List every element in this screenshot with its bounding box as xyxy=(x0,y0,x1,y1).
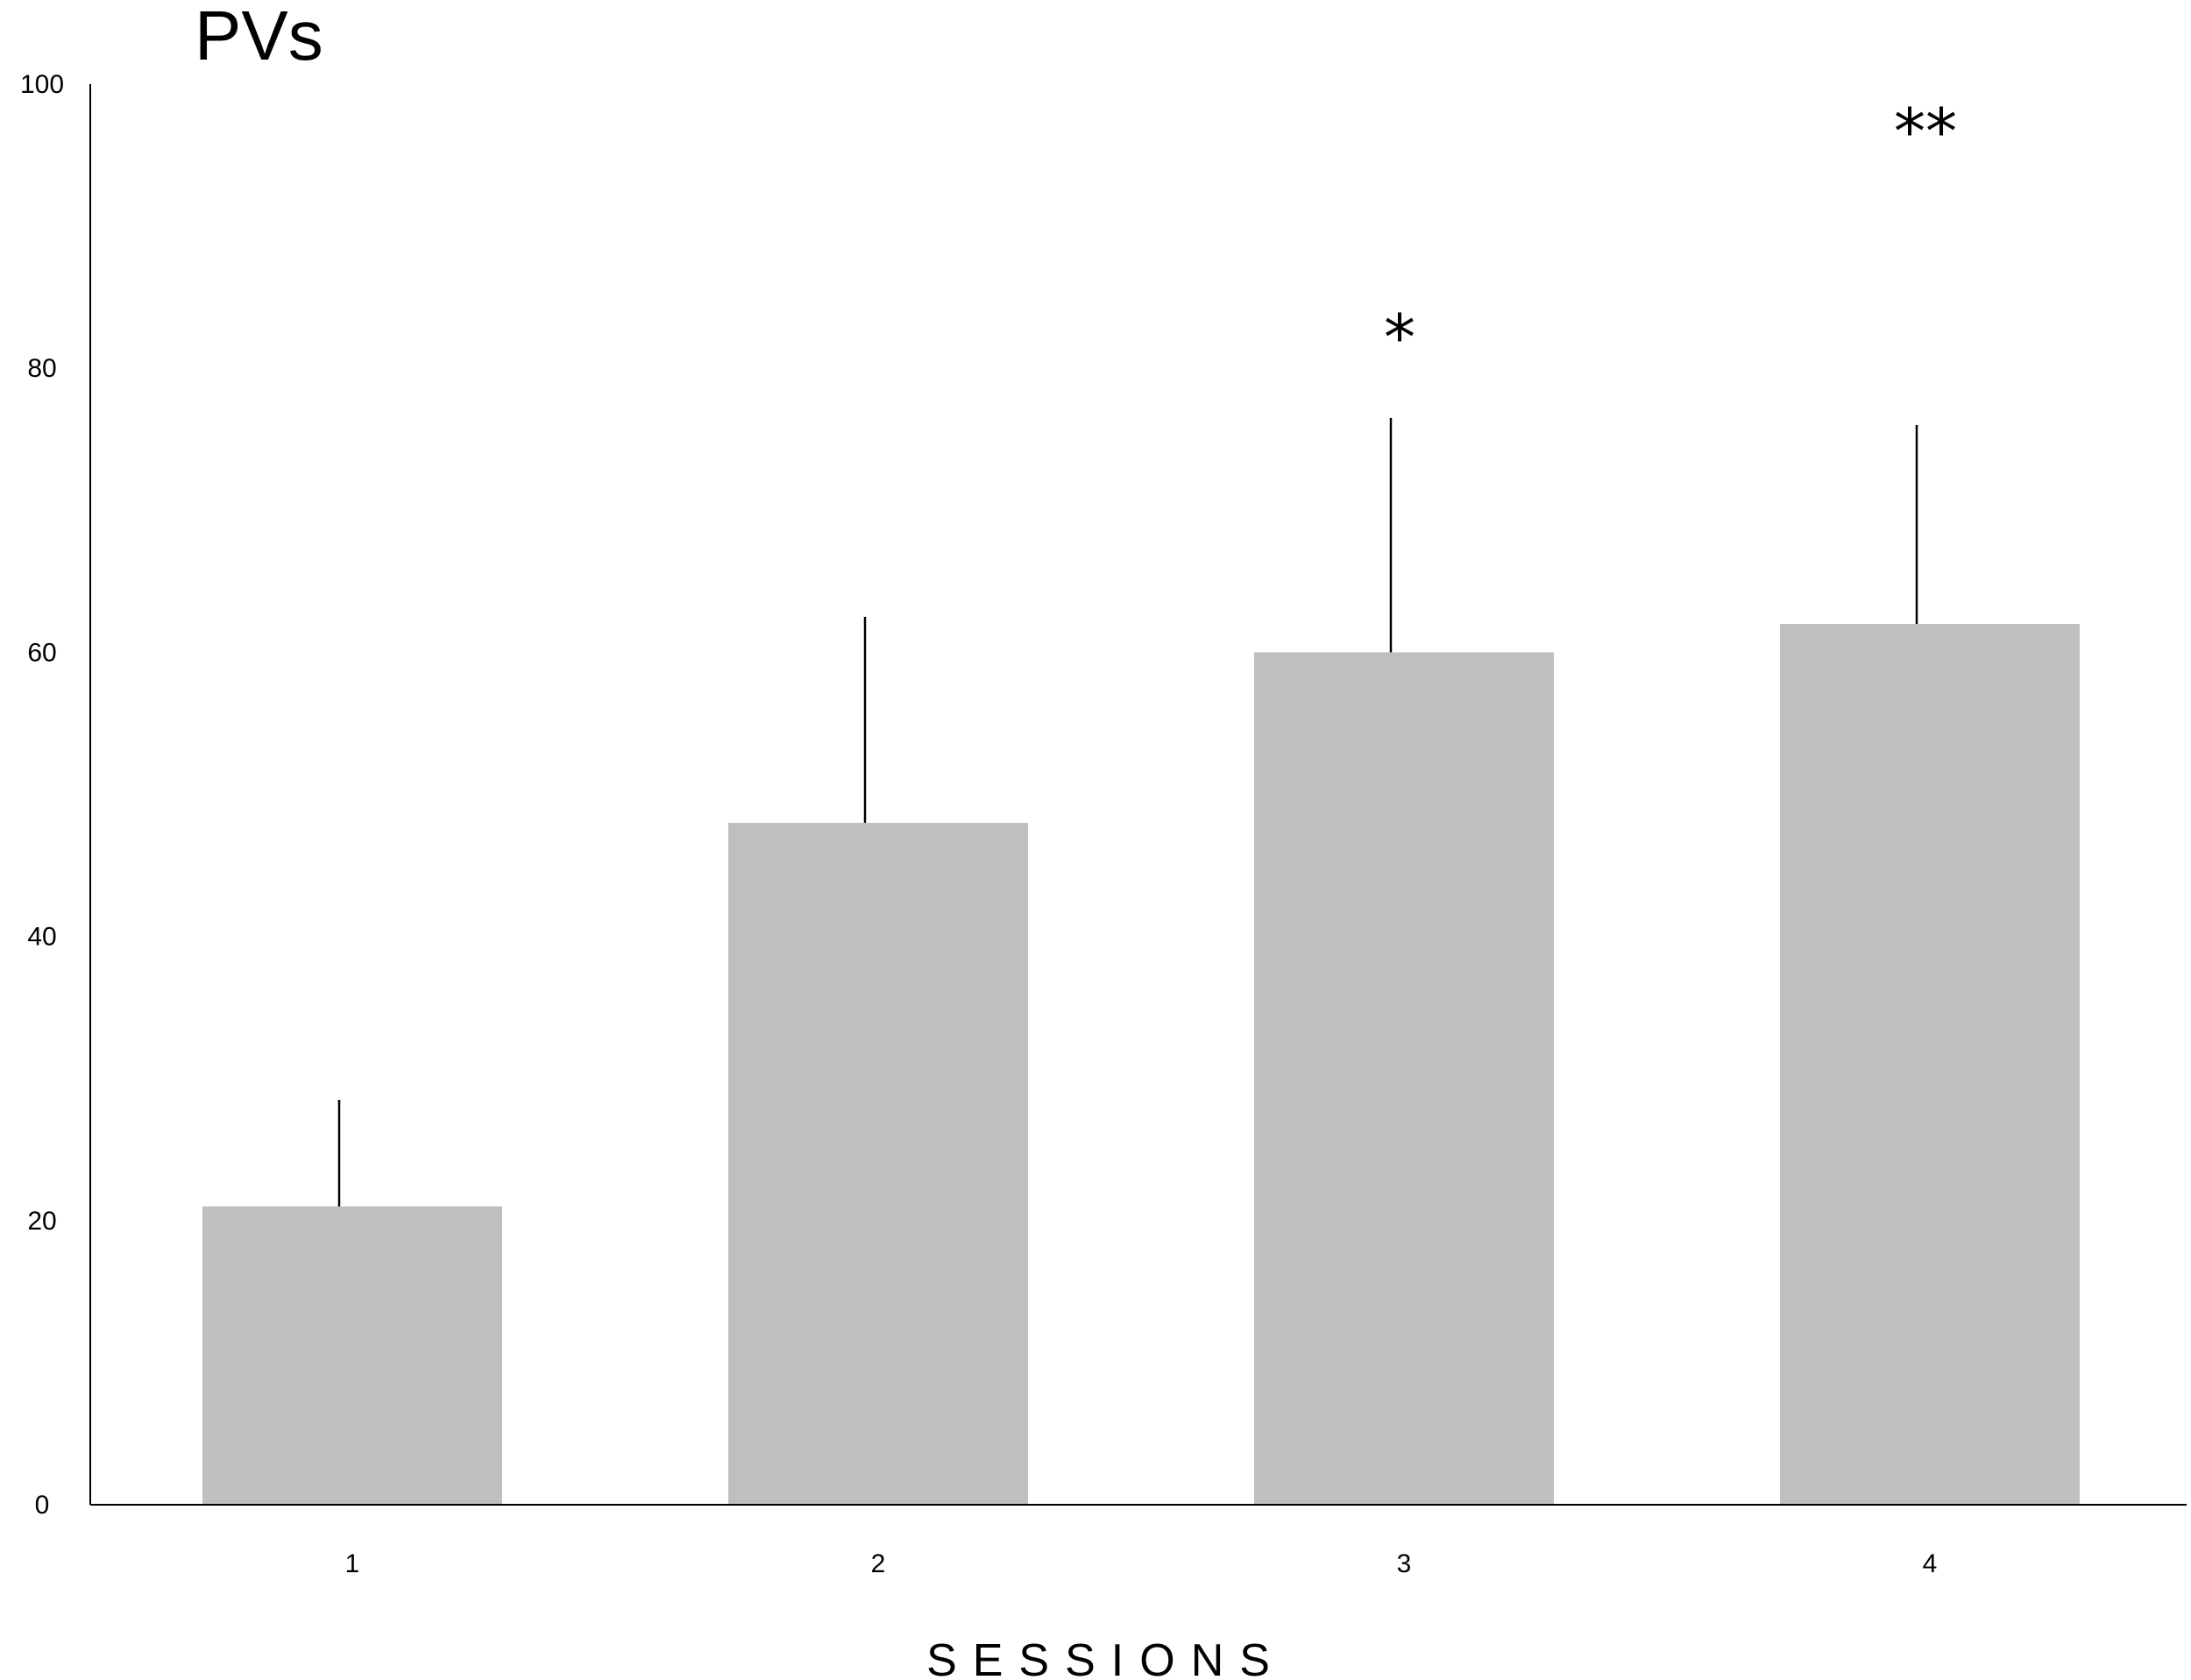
bar xyxy=(202,1206,502,1505)
y-tick-label: 80 xyxy=(27,354,56,383)
y-tick-label: 60 xyxy=(27,638,56,667)
bar xyxy=(1780,623,2080,1505)
x-tick-label: 4 xyxy=(1923,1549,1938,1578)
x-tick-label: 2 xyxy=(871,1549,886,1578)
chart-title: PVs xyxy=(195,0,323,74)
y-axis: 0 20 40 60 80 100 xyxy=(20,70,91,1520)
bars-group: *** xyxy=(202,95,2080,1505)
bar xyxy=(728,822,1028,1505)
significance-annotation: * xyxy=(1384,301,1415,374)
x-tick-label: 1 xyxy=(345,1549,360,1578)
y-tick-label: 0 xyxy=(35,1491,50,1520)
y-tick-label: 20 xyxy=(27,1207,56,1236)
y-tick-label: 40 xyxy=(27,923,56,952)
bar xyxy=(1254,652,1554,1505)
x-axis-label: SESSIONS xyxy=(926,1635,1286,1680)
x-tick-label: 3 xyxy=(1397,1549,1412,1578)
significance-annotation: ** xyxy=(1894,95,1957,168)
x-axis: 1 2 3 4 xyxy=(90,1504,2187,1578)
y-tick-label: 100 xyxy=(20,70,64,99)
